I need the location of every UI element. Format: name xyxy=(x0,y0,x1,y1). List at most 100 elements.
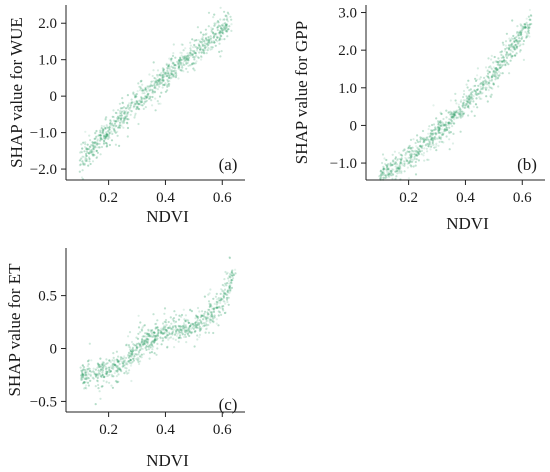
y-tick-label: 3.0 xyxy=(338,6,357,22)
scatter-point xyxy=(481,81,484,84)
scatter-point xyxy=(159,74,162,77)
scatter-point xyxy=(384,176,387,180)
scatter-point xyxy=(498,74,501,77)
scatter-point xyxy=(97,383,100,387)
scatter-point xyxy=(213,302,216,305)
scatter-point xyxy=(171,330,174,333)
scatter-point xyxy=(522,27,525,30)
scatter-point xyxy=(491,87,494,90)
scatter-point xyxy=(498,64,501,67)
scatter-point xyxy=(416,154,419,157)
scatter-point xyxy=(151,84,154,87)
scatter-point xyxy=(518,39,521,43)
scatter-point xyxy=(167,65,170,68)
scatter-point xyxy=(148,351,152,354)
scatter-point xyxy=(431,140,434,143)
scatter-point xyxy=(141,338,144,341)
scatter-point xyxy=(215,306,218,310)
scatter-point xyxy=(169,316,172,319)
scatter-point xyxy=(211,319,214,322)
scatter-point xyxy=(150,331,153,334)
scatter-point xyxy=(482,86,485,89)
scatter-point xyxy=(87,384,90,387)
scatter-point xyxy=(198,322,201,325)
scatter-point xyxy=(165,63,168,66)
scatter-point xyxy=(430,129,433,132)
scatter-point xyxy=(94,132,97,135)
scatter-point xyxy=(220,298,223,301)
scatter-point xyxy=(199,48,202,51)
scatter-point xyxy=(499,59,502,62)
scatter-point xyxy=(149,346,152,349)
scatter-point xyxy=(227,289,230,292)
scatter-point xyxy=(212,16,215,19)
scatter-point xyxy=(88,379,92,382)
scatter-point xyxy=(470,91,473,94)
scatter-point xyxy=(119,118,122,121)
scatter-point xyxy=(200,56,203,59)
scatter-point xyxy=(179,56,182,59)
scatter-point xyxy=(124,111,127,114)
scatter-point xyxy=(149,88,152,91)
scatter-point xyxy=(105,133,108,136)
scatter-point xyxy=(189,308,192,311)
scatter-point xyxy=(149,83,152,86)
scatter-point xyxy=(382,167,385,170)
scatter-point xyxy=(108,381,111,384)
scatter-point xyxy=(105,136,108,139)
scatter-point xyxy=(116,116,119,119)
scatter-point xyxy=(215,306,218,309)
scatter-point xyxy=(170,70,173,73)
scatter-point xyxy=(148,73,151,76)
scatter-point xyxy=(129,359,132,362)
scatter-point xyxy=(161,339,164,343)
scatter-point xyxy=(104,137,107,140)
scatter-point xyxy=(152,331,155,335)
scatter-point xyxy=(96,142,99,145)
scatter-point xyxy=(391,168,394,171)
scatter-point xyxy=(93,141,96,144)
scatter-point xyxy=(97,363,100,366)
scatter-point xyxy=(427,132,430,135)
x-tick-label: 0.2 xyxy=(399,190,418,206)
scatter-point xyxy=(436,137,439,141)
scatter-point xyxy=(492,83,495,86)
scatter-point xyxy=(476,93,479,97)
scatter-point xyxy=(432,132,435,135)
scatter-point xyxy=(455,117,458,120)
scatter-point xyxy=(111,126,114,130)
scatter-point xyxy=(497,57,500,60)
scatter-point xyxy=(432,136,435,139)
scatter-point xyxy=(443,129,446,132)
scatter-point xyxy=(166,69,169,72)
scatter-point xyxy=(156,332,159,335)
scatter-point xyxy=(468,98,471,101)
scatter-points xyxy=(79,256,237,406)
scatter-point xyxy=(453,113,456,117)
scatter-point xyxy=(120,112,123,115)
scatter-point xyxy=(94,145,97,148)
scatter-point xyxy=(520,27,523,30)
scatter-point xyxy=(111,359,114,362)
scatter-point xyxy=(501,41,504,44)
scatter-point xyxy=(202,44,205,47)
y-tick-label: 1.0 xyxy=(338,81,357,97)
scatter-point xyxy=(407,145,410,148)
scatter-point xyxy=(494,67,497,70)
scatter-point xyxy=(516,25,519,28)
scatter-point xyxy=(187,56,191,59)
scatter-point xyxy=(230,281,233,284)
scatter-point xyxy=(111,132,114,135)
scatter-point xyxy=(125,362,128,365)
scatter-point xyxy=(105,358,108,361)
scatter-point xyxy=(86,371,89,374)
scatter-point xyxy=(188,325,192,328)
scatter-point xyxy=(129,106,132,109)
scatter-point xyxy=(462,99,465,102)
scatter-point xyxy=(105,134,108,137)
scatter-point xyxy=(409,156,412,159)
scatter-point xyxy=(108,126,111,129)
scatter-point xyxy=(117,361,120,364)
scatter-point xyxy=(119,118,122,121)
scatter-point xyxy=(150,340,153,343)
